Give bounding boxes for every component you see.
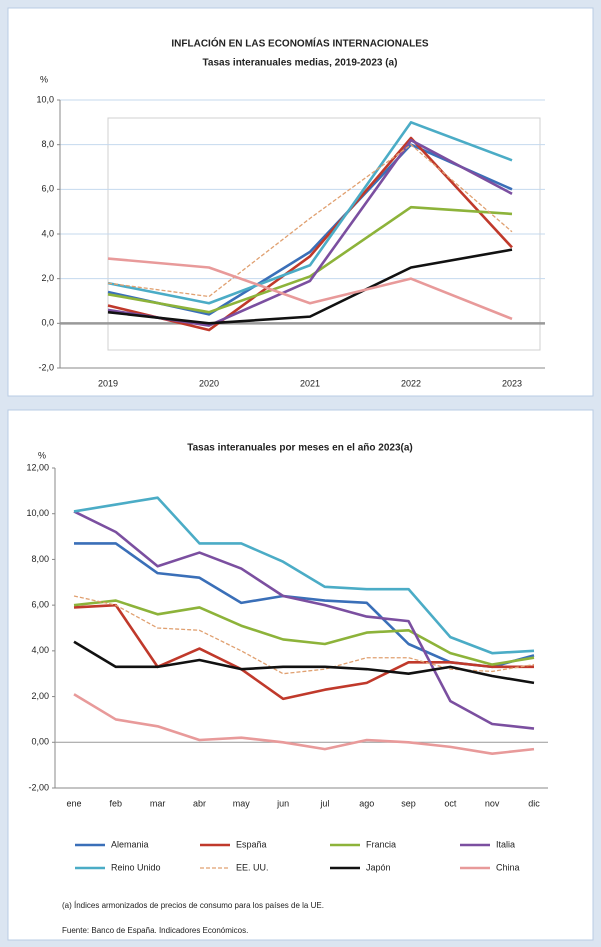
x-tick-label: may — [233, 798, 251, 808]
x-tick-label: dic — [528, 798, 540, 808]
y-tick-label: 4,00 — [31, 645, 49, 655]
legend-label: Japón — [366, 862, 391, 872]
y-axis-label: % — [40, 74, 48, 84]
legend-label: China — [496, 862, 520, 872]
y-tick-label: 8,0 — [41, 139, 54, 149]
series-line — [73, 603, 534, 701]
legend-label: EE. UU. — [236, 862, 269, 872]
chart-title: INFLACIÓN EN LAS ECONOMÍAS INTERNACIONAL… — [171, 37, 429, 50]
y-axis-label: % — [38, 450, 46, 460]
series-line — [107, 144, 513, 298]
legend-label: España — [236, 839, 267, 849]
x-tick-label: 2021 — [300, 378, 320, 388]
y-tick-label: 8,00 — [31, 554, 49, 564]
x-tick-label: 2023 — [502, 378, 522, 388]
chart-title: Tasas interanuales por meses en el año 2… — [187, 443, 412, 454]
y-tick-label: 2,00 — [31, 691, 49, 701]
x-tick-label: feb — [110, 798, 123, 808]
x-tick-label: sep — [401, 798, 416, 808]
series-line — [107, 205, 513, 314]
y-tick-label: 10,0 — [36, 94, 54, 104]
series-line — [73, 496, 535, 655]
x-tick-label: ene — [66, 798, 81, 808]
x-tick-label: nov — [485, 798, 500, 808]
y-tick-label: 0,00 — [31, 737, 49, 747]
legend-label: Alemania — [111, 839, 149, 849]
y-tick-label: 0,0 — [41, 318, 54, 328]
x-tick-label: 2020 — [199, 378, 219, 388]
x-tick-label: 2022 — [401, 378, 421, 388]
series-line — [107, 121, 513, 305]
series-line — [107, 248, 513, 325]
series-line — [107, 257, 513, 321]
footnote: (a) Índices armonizados de precios de co… — [62, 901, 324, 910]
x-tick-label: 2019 — [98, 378, 118, 388]
series-line — [73, 693, 535, 756]
y-tick-label: 6,0 — [41, 184, 54, 194]
y-tick-label: -2,0 — [38, 362, 54, 372]
x-tick-label: abr — [193, 798, 206, 808]
series-line — [73, 599, 535, 666]
y-tick-label: -2,00 — [28, 782, 49, 792]
x-tick-label: jun — [276, 798, 289, 808]
y-tick-label: 12,00 — [26, 462, 49, 472]
y-tick-label: 10,00 — [26, 508, 49, 518]
y-tick-label: 2,0 — [41, 273, 54, 283]
series-line — [73, 640, 535, 685]
x-tick-label: mar — [150, 798, 166, 808]
y-tick-label: 4,0 — [41, 228, 54, 238]
x-tick-label: jul — [319, 798, 329, 808]
series-line — [73, 510, 535, 730]
chart-panel — [7, 409, 594, 941]
legend-label: Francia — [366, 839, 396, 849]
legend-label: Italia — [496, 839, 515, 849]
chart-subtitle: Tasas interanuales medias, 2019-2023 (a) — [203, 58, 398, 69]
y-tick-label: 6,00 — [31, 600, 49, 610]
x-tick-label: ago — [359, 798, 374, 808]
x-tick-label: oct — [444, 798, 457, 808]
legend-label: Reino Unido — [111, 862, 161, 872]
footnote: Fuente: Banco de España. Indicadores Eco… — [62, 926, 248, 935]
